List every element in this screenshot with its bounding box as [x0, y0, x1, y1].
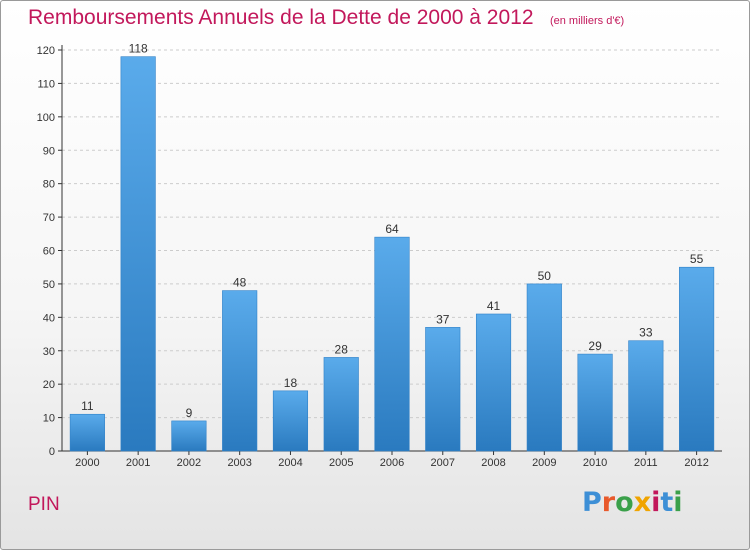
chart-title: Remboursements Annuels de la Dette de 20… [28, 6, 624, 30]
proxiti-logo: Proxiti [582, 487, 683, 518]
bar-2007 [425, 327, 461, 452]
commune-name: PIN [28, 494, 60, 515]
x-tick-label-2002: 2002 [177, 457, 201, 469]
x-tick-label-2000: 2000 [75, 457, 99, 469]
y-tick-label: 70 [43, 212, 55, 224]
bars [69, 56, 715, 452]
x-tick-label-2007: 2007 [431, 457, 455, 469]
y-tick-label: 90 [43, 145, 55, 157]
y-tick-label: 60 [43, 246, 55, 258]
data-label-2002: 9 [186, 406, 193, 420]
title-main: Remboursements Annuels de la Dette de 20… [28, 6, 534, 29]
x-tick-labels: 2000 2001 2002 2003 2004 2005 2006 2007 2008 2009… [75, 457, 709, 469]
x-tick-label-2001: 2001 [126, 457, 150, 469]
y-tick-label: 40 [43, 312, 55, 324]
x-tick-label-2009: 2009 [532, 457, 556, 469]
y-tick-label: 80 [43, 179, 55, 191]
x-tick-label-2003: 2003 [227, 457, 251, 469]
logo-letter: i [673, 487, 683, 518]
data-label-2012: 55 [690, 252, 704, 266]
logo-letter: o [615, 487, 634, 518]
bar-2008 [475, 313, 512, 452]
y-tick-label: 110 [37, 78, 55, 90]
bar-2002 [171, 420, 207, 452]
bar-2012 [679, 266, 715, 452]
data-label-2007: 37 [436, 312, 450, 326]
y-tick-label: 100 [37, 112, 55, 124]
x-tick-label-2004: 2004 [278, 457, 302, 469]
bar-2004 [272, 390, 309, 452]
bar-2010 [577, 353, 613, 452]
y-tick-label: 0 [49, 446, 55, 458]
data-label-2001: 118 [129, 42, 148, 56]
bar-2005 [323, 357, 359, 452]
bar-2009 [526, 283, 562, 452]
bar-2001 [120, 56, 156, 452]
y-tick-label: 20 [43, 379, 55, 391]
y-tick-label: 120 [37, 45, 55, 57]
logo-letter: x [633, 487, 652, 518]
data-label-2004: 18 [284, 376, 298, 390]
x-tick-label-2008: 2008 [481, 457, 505, 469]
title-unit: (en milliers d'€) [549, 15, 625, 27]
y-tick-label: 30 [43, 346, 55, 358]
x-tick-label-2010: 2010 [583, 457, 607, 469]
logo-letter: t [660, 487, 674, 518]
data-label-2000: 11 [81, 399, 94, 413]
y-tick-label: 10 [43, 413, 55, 425]
data-label-2005: 28 [335, 342, 349, 356]
x-tick-label-2011: 2011 [634, 457, 658, 469]
logo-letter: r [601, 487, 616, 518]
y-tick-labels: 0 10 20 30 40 50 60 70 80 90 100 110 120 [37, 45, 55, 458]
logo-letter: P [582, 487, 602, 518]
data-label-2006: 64 [385, 222, 399, 236]
bar-2011 [628, 340, 664, 452]
bar-2000 [69, 413, 105, 452]
x-tick-label-2006: 2006 [380, 457, 404, 469]
data-label-2010: 29 [588, 339, 602, 353]
x-tick-label-2012: 2012 [684, 457, 708, 469]
y-tick-label: 50 [43, 279, 55, 291]
data-label-2003: 48 [233, 276, 247, 290]
bar-2003 [222, 290, 258, 452]
bar-2006 [374, 236, 410, 452]
x-tick-label-2005: 2005 [329, 457, 353, 469]
data-label-2009: 50 [538, 269, 552, 283]
logo-letter: i [651, 487, 661, 518]
data-label-2011: 33 [639, 326, 653, 340]
data-label-2008: 41 [487, 299, 501, 313]
data-labels: 11 118 9 48 18 28 64 37 41 50 29 33 55 [81, 42, 703, 420]
